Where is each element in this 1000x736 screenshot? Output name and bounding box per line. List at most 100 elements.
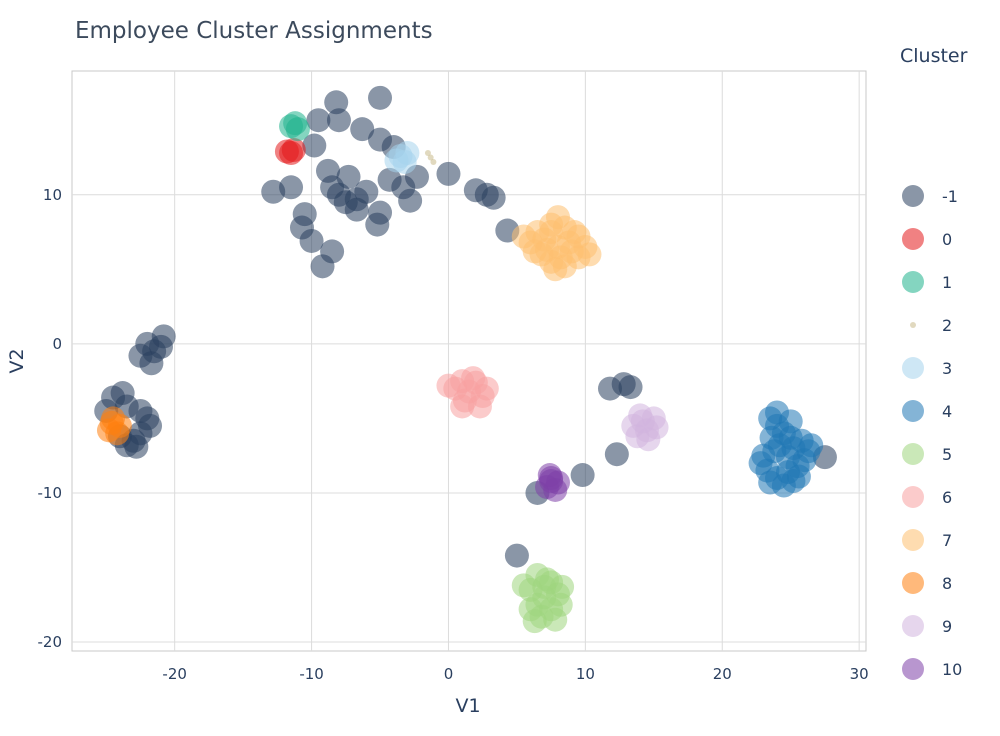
data-point <box>630 409 655 434</box>
data-point <box>504 543 529 568</box>
legend-item-7[interactable]: 7 <box>902 529 952 551</box>
data-point <box>786 464 811 489</box>
series-10 <box>535 463 570 502</box>
data-point <box>139 351 164 376</box>
data-point <box>315 158 340 183</box>
data-point <box>350 117 375 142</box>
legend-item-4[interactable]: 4 <box>902 400 952 422</box>
x-tick-label: 10 <box>576 665 595 683</box>
data-point <box>778 409 803 434</box>
data-point <box>310 254 335 279</box>
legend-marker <box>902 271 924 293</box>
legend-item-2[interactable]: 2 <box>910 316 952 335</box>
legend-marker <box>910 322 916 328</box>
data-point <box>326 108 351 133</box>
data-point <box>354 179 379 204</box>
legend-marker <box>902 400 924 422</box>
legend-label: 0 <box>942 230 952 249</box>
legend-marker <box>902 486 924 508</box>
data-point <box>751 443 776 468</box>
data-point <box>522 239 547 264</box>
legend-marker <box>902 529 924 551</box>
y-axis-ticks: -20 -10 0 10 <box>38 186 63 651</box>
legend-label: 10 <box>942 660 962 679</box>
legend[interactable]: -1 0 1 2 3 4 5 6 7 8 9 10 <box>902 185 962 680</box>
series-3 <box>384 141 420 174</box>
series-7 <box>511 205 602 282</box>
x-axis-ticks: -20 -10 0 10 20 30 <box>162 665 868 683</box>
y-tick-label: 10 <box>43 186 62 204</box>
y-axis-label: V2 <box>6 348 28 373</box>
legend-item-0[interactable]: 0 <box>902 228 952 250</box>
data-points <box>94 85 837 634</box>
data-point <box>344 197 369 222</box>
legend-item-8[interactable]: 8 <box>902 572 952 594</box>
legend-marker <box>902 185 924 207</box>
data-point <box>537 463 562 488</box>
plot-area <box>71 70 867 652</box>
legend-marker <box>902 658 924 680</box>
data-point <box>518 597 543 622</box>
series-8 <box>96 406 132 446</box>
plot-frame <box>71 70 867 652</box>
legend-item-6[interactable]: 6 <box>902 486 952 508</box>
y-tick-label: 0 <box>52 335 62 353</box>
data-point <box>550 574 575 599</box>
data-point <box>570 463 595 488</box>
legend-label: 5 <box>942 445 952 464</box>
legend-label: 2 <box>942 316 952 335</box>
x-tick-label: -20 <box>162 665 187 683</box>
legend-marker <box>902 443 924 465</box>
data-point <box>427 154 434 161</box>
data-point <box>450 394 475 419</box>
data-point <box>398 188 423 213</box>
data-point <box>365 212 390 237</box>
data-point <box>279 141 304 166</box>
legend-item-10[interactable]: 10 <box>902 658 962 680</box>
data-point <box>461 366 486 391</box>
data-point <box>99 410 124 435</box>
legend-item--1[interactable]: -1 <box>902 185 958 207</box>
data-point <box>261 179 286 204</box>
data-point <box>759 425 784 450</box>
y-tick-label: -20 <box>38 633 63 651</box>
y-tick-label: -10 <box>38 484 63 502</box>
data-point <box>481 185 506 210</box>
legend-marker <box>902 357 924 379</box>
series-2 <box>424 150 437 165</box>
data-point <box>436 161 461 186</box>
data-point <box>556 230 581 255</box>
series-6 <box>436 366 499 419</box>
legend-item-5[interactable]: 5 <box>902 443 952 465</box>
data-point <box>758 470 783 495</box>
legend-item-1[interactable]: 1 <box>902 271 952 293</box>
legend-label: 8 <box>942 574 952 593</box>
data-point <box>543 257 568 282</box>
data-point <box>799 433 824 458</box>
data-point <box>306 108 331 133</box>
data-point <box>577 242 602 267</box>
legend-marker <box>902 572 924 594</box>
x-tick-label: 20 <box>713 665 732 683</box>
x-axis-label: V1 <box>455 695 480 717</box>
series-4 <box>748 400 824 498</box>
series-1 <box>279 111 310 142</box>
data-point <box>548 592 573 617</box>
data-point <box>532 574 557 599</box>
data-point <box>436 373 461 398</box>
data-point <box>299 228 324 253</box>
data-point <box>395 141 420 166</box>
data-point <box>430 158 437 165</box>
data-point <box>424 150 431 157</box>
x-tick-label: 0 <box>444 665 454 683</box>
data-point <box>324 90 349 115</box>
legend-marker <box>902 615 924 637</box>
legend-marker <box>902 228 924 250</box>
data-point <box>511 573 536 598</box>
data-point <box>368 85 393 110</box>
legend-item-9[interactable]: 9 <box>902 615 952 637</box>
legend-item-3[interactable]: 3 <box>902 357 952 379</box>
data-point <box>618 375 643 400</box>
